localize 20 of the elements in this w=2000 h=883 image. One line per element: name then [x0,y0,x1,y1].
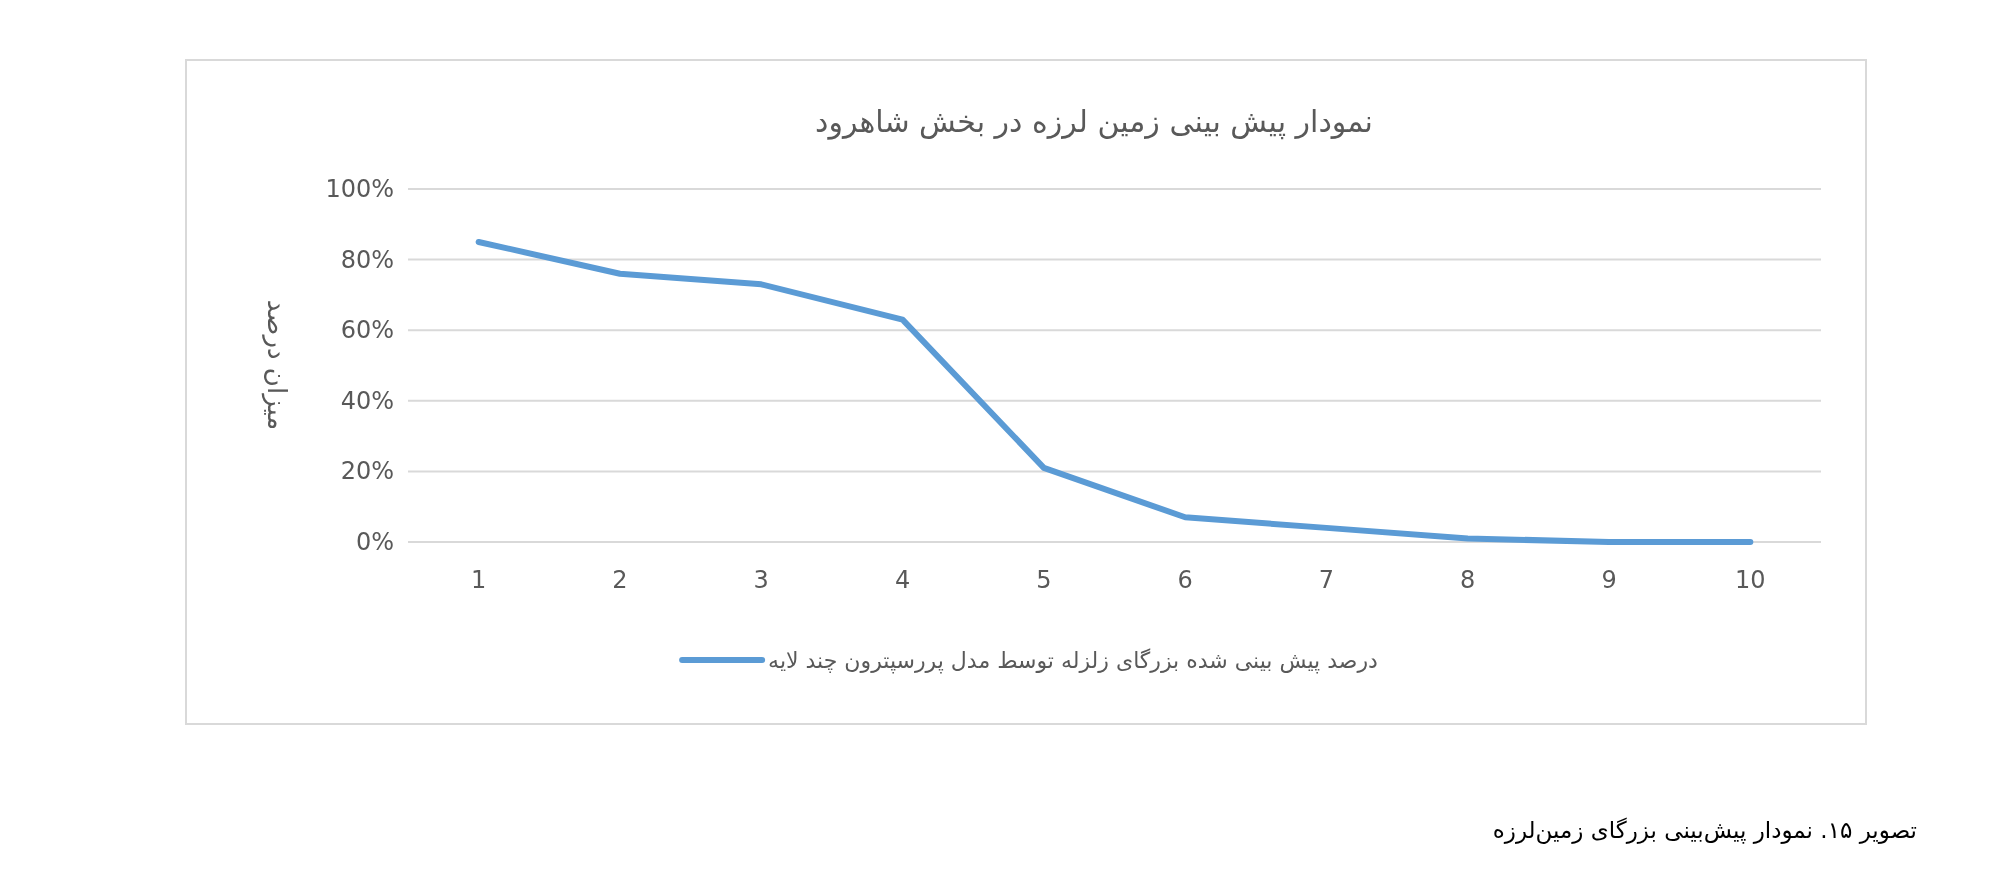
y-tick-label: 80% [340,245,394,274]
x-tick-label: 6 [1177,566,1193,594]
x-tick-label: 4 [894,566,911,594]
text: تصویر ۱۵. نمودار پیش‌بینی بزرگای زمین‌لرزه [1492,817,1917,844]
legend-label: درصد پیش بینی شده بزرگای زلزله توسط مدل پررسپترون چند لایه [768,648,1378,674]
x-tick-label: 1 [471,566,487,594]
x-tick-label: 8 [1460,566,1476,594]
x-tick-label: 9 [1601,566,1617,594]
chart-title: نمودار پیش بینی زمین لرزه در بخش شاهرود [815,104,1373,140]
y-tick-label: 100% [325,175,394,203]
x-tick-label: 7 [1318,566,1335,594]
y-tick-label: 20% [340,457,394,486]
x-tick-label: 3 [753,566,769,594]
y-tick-label: 60% [340,316,394,345]
x-tick-label: 2 [612,566,628,594]
x-tick-label: 10 [1735,566,1766,594]
y-tick-label: 40% [340,386,394,415]
x-tick-label: 5 [1036,566,1052,594]
y-axis-title: میزان درصد [261,299,292,431]
y-tick-label: 0% [355,528,394,556]
